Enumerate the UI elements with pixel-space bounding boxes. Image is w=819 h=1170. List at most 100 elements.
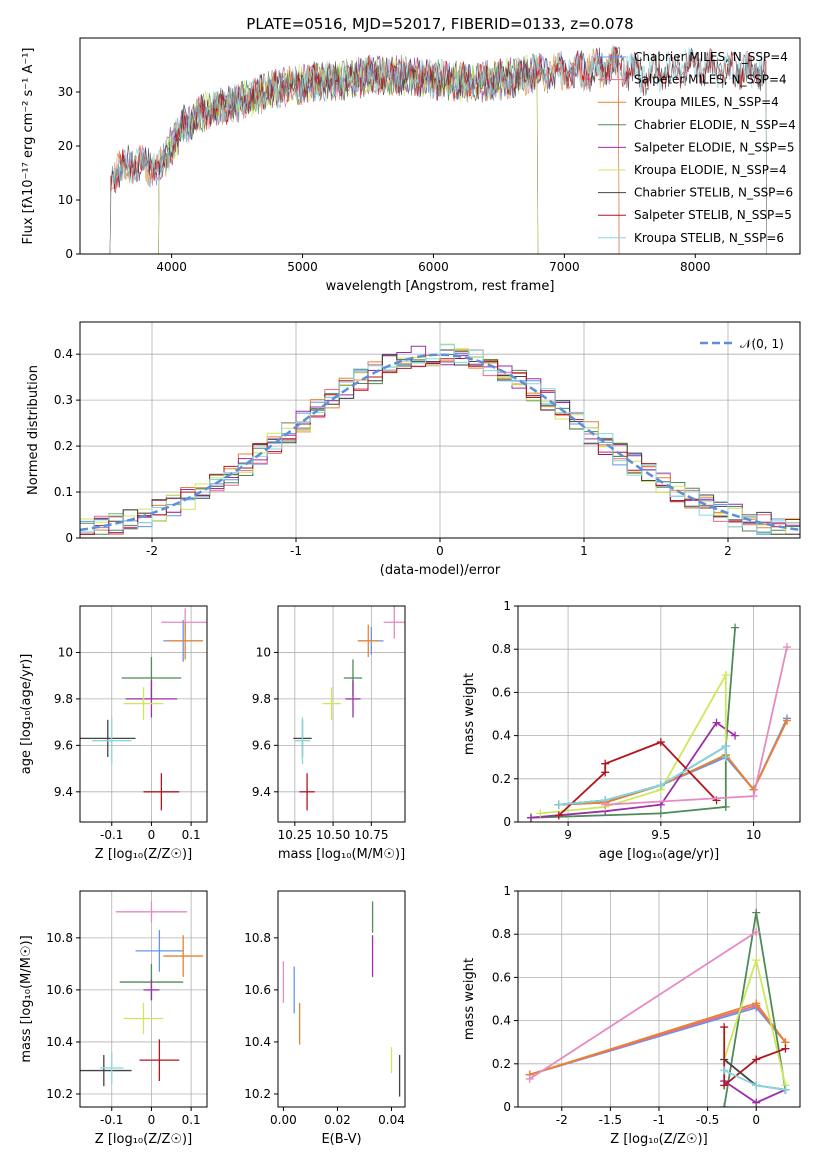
ticks: -0.1 0 0.1 9.4 9.6 9.8 10 <box>54 645 201 842</box>
axes-frame <box>517 890 801 1108</box>
series-marker <box>720 1066 729 1075</box>
legend-entry: 𝒩(0, 1) <box>740 337 784 351</box>
axes-spectrum: 4000 5000 6000 7000 8000 0 10 20 30 wavelength [A… <box>21 15 801 294</box>
y-tick-label: 9.8 <box>252 692 271 706</box>
y-tick-label: 0.8 <box>492 927 511 941</box>
x-tick-label: 7000 <box>549 260 580 274</box>
ticks: 9 9.5 10 0 0.2 0.4 0.6 0.8 1 <box>492 599 761 842</box>
y-tick-label: 30 <box>58 85 73 99</box>
x-tick-label: -2 <box>556 1113 568 1127</box>
series-marker <box>731 731 740 740</box>
y-tick-label: 0.4 <box>492 729 511 743</box>
axes-frame <box>79 890 208 1108</box>
series-marker <box>752 956 761 965</box>
y-tick-label: 9.4 <box>252 785 271 799</box>
y-axis-label: Normed distribution <box>26 365 41 495</box>
y-tick-label: 10.2 <box>46 1087 73 1101</box>
x-tick-label: 9 <box>564 828 572 842</box>
plot-area <box>80 901 204 1087</box>
legend: 𝒩(0, 1) <box>700 337 784 351</box>
ticks: -2 -1.5 -1 -0.5 0 0 0.2 0.4 0.6 0.8 1 <box>492 884 760 1127</box>
y-tick-label: 0.4 <box>492 1014 511 1028</box>
plot-area <box>526 623 792 822</box>
series-marker <box>752 1098 761 1107</box>
series-marker <box>783 643 792 652</box>
x-tick-label: 8000 <box>680 260 711 274</box>
y-tick-label: 0.6 <box>492 685 511 699</box>
y-tick-label: 0.8 <box>492 642 511 656</box>
x-tick-label: 0.02 <box>324 1113 351 1127</box>
y-tick-label: 10.4 <box>46 1035 73 1049</box>
series-marker <box>554 800 563 809</box>
y-tick-label: 0 <box>65 247 73 261</box>
series-marker <box>601 759 610 768</box>
axes-mass-vs-z: -0.1 0 0.1 10.2 10.4 10.6 10.8 Z [log₁₀(Z/Z☉)] m… <box>19 890 208 1147</box>
axes-mass-vs-ebv: 0.00 0.02 0.04 10.2 10.4 10.6 10.8 E(B-V) <box>244 890 406 1147</box>
series-line <box>529 931 757 1080</box>
y-axis-label: age [log₁₀(age/yr)] <box>19 654 34 775</box>
x-tick-label: -0.1 <box>100 828 123 842</box>
x-tick-label: 0.1 <box>182 1113 201 1127</box>
plot-area <box>525 908 790 1107</box>
normal-curve <box>80 353 800 532</box>
series-marker <box>721 671 730 680</box>
series-marker <box>731 623 740 632</box>
x-tick-label: 5000 <box>287 260 318 274</box>
x-tick-label: 0.1 <box>182 828 201 842</box>
x-tick-label: -1 <box>290 544 302 558</box>
series-marker <box>721 802 730 811</box>
axes-frame <box>79 605 208 823</box>
plot-area <box>109 44 767 254</box>
y-tick-label: 9.6 <box>252 738 271 752</box>
series-marker <box>752 928 761 937</box>
y-tick-label: 20 <box>58 139 73 153</box>
spectrum-line <box>109 44 767 254</box>
x-axis-label: Z [log₁₀(Z/Z☉)] <box>95 847 192 862</box>
legend-entry: Chabrier STELIB, N_SSP=6 <box>634 186 793 200</box>
y-tick-label: 9.6 <box>54 738 73 752</box>
ticks: -2 -1 0 1 2 0 0.1 0.2 0.3 0.4 <box>54 347 732 558</box>
series-marker <box>601 768 610 777</box>
x-tick-label: 9.5 <box>651 828 670 842</box>
x-tick-label: 10.50 <box>316 828 350 842</box>
x-axis-label: (data-model)/error <box>380 563 501 578</box>
y-tick-label: 10.6 <box>46 983 73 997</box>
y-tick-label: 1 <box>503 884 511 898</box>
ticks: 10.25 10.50 10.75 9.4 9.6 9.8 10 <box>252 645 389 842</box>
axes-residuals: -2 -1 0 1 2 0 0.1 0.2 0.3 0.4 (data-model)/error No… <box>26 321 801 578</box>
series-marker <box>720 1023 729 1032</box>
y-tick-label: 0.3 <box>54 393 73 407</box>
series-marker <box>712 718 721 727</box>
y-tick-label: 10 <box>256 645 271 659</box>
axes-frame <box>79 321 801 539</box>
axes-frame <box>79 37 801 255</box>
x-tick-label: -0.1 <box>100 1113 123 1127</box>
x-tick-label: 0 <box>148 828 156 842</box>
x-tick-label: 0 <box>436 544 444 558</box>
plot-area <box>282 901 401 1097</box>
legend-entry: Kroupa STELIB, N_SSP=6 <box>634 231 784 245</box>
axes-age-vs-z: -0.1 0 0.1 9.4 9.6 9.8 10 Z [log₁₀(Z/Z☉)] age [l… <box>19 605 208 862</box>
x-tick-label: 0 <box>148 1113 156 1127</box>
y-tick-label: 0.6 <box>492 970 511 984</box>
series-marker <box>749 792 758 801</box>
legend-entry: Chabrier MILES, N_SSP=4 <box>634 50 788 64</box>
histogram-step <box>80 358 800 535</box>
series-line <box>558 720 788 806</box>
x-axis-label: Z [log₁₀(Z/Z☉)] <box>610 1132 707 1147</box>
x-tick-label: -0.5 <box>696 1113 719 1127</box>
y-tick-label: 0 <box>65 531 73 545</box>
x-tick-label: 0.00 <box>270 1113 297 1127</box>
series-marker <box>554 811 563 820</box>
series-marker <box>525 1074 534 1083</box>
series-marker <box>656 781 665 790</box>
legend-entry: Salpeter ELODIE, N_SSP=5 <box>634 140 795 154</box>
y-tick-label: 0.1 <box>54 485 73 499</box>
y-tick-label: 10 <box>58 645 73 659</box>
x-axis-label: wavelength [Angstrom, rest frame] <box>326 279 555 294</box>
x-tick-label: 4000 <box>156 260 187 274</box>
chart-title: PLATE=0516, MJD=52017, FIBERID=0133, z=0… <box>246 15 633 33</box>
series-marker <box>783 716 792 725</box>
x-axis-label: E(B-V) <box>321 1132 361 1147</box>
